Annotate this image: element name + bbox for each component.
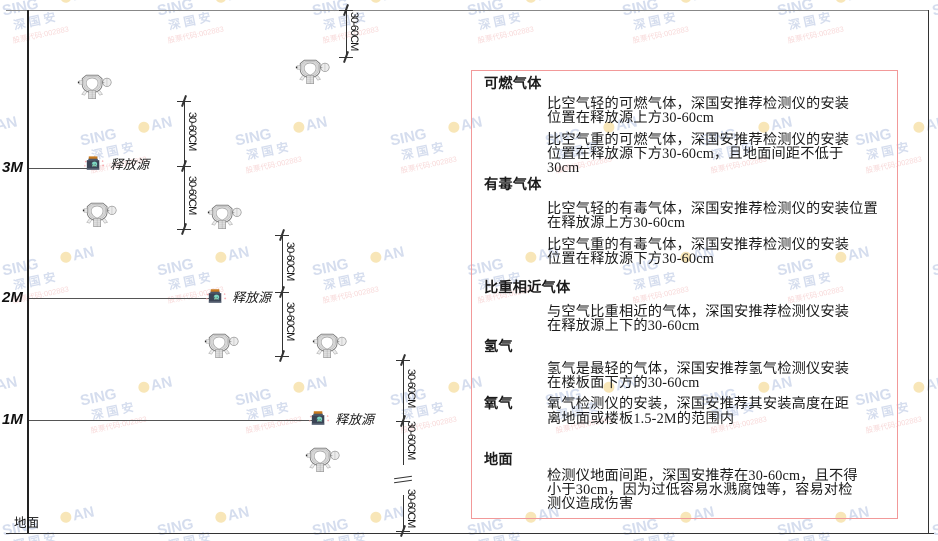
svg-text:SING: SING [931, 0, 938, 20]
svg-text:SING: SING [931, 515, 938, 539]
svg-text:AN: AN [536, 0, 561, 5]
svg-text:AN: AN [226, 0, 251, 5]
svg-text:AN: AN [846, 0, 871, 5]
svg-text:SING: SING [931, 255, 938, 279]
svg-text:AN: AN [691, 0, 716, 5]
svg-text:AN: AN [71, 0, 96, 5]
svg-text:AN: AN [381, 0, 406, 5]
